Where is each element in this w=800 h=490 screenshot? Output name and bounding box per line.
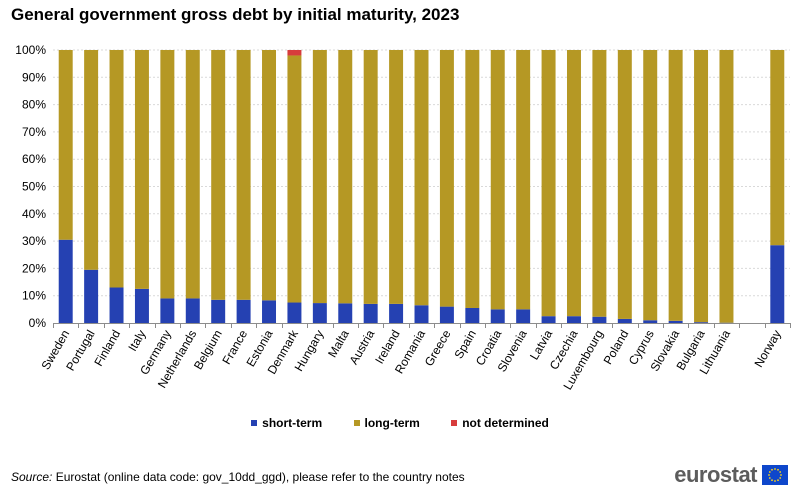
legend-swatch-long-term [353,420,360,426]
bar-short-term [566,316,581,323]
bar-short-term [668,320,683,323]
bar-long-term [770,50,785,246]
bar-long-term [262,50,277,301]
bar-short-term [312,303,327,323]
x-tick-label: Austria [346,327,377,367]
bar-chart: 0%10%20%30%40%50%60%70%80%90%100%SwedenP… [15,43,791,392]
source-note: Source: Eurostat (online data code: gov_… [11,470,465,484]
bar-not-determined [287,50,302,56]
y-tick-label: 100% [15,43,46,57]
bar-short-term [134,288,149,323]
bar-long-term [566,50,581,317]
bar-long-term [439,50,454,307]
x-tick-label: Malta [325,327,352,360]
y-tick-label: 90% [22,70,46,84]
bar-long-term [185,50,200,299]
legend-label-long-term: long-term [364,416,420,430]
bar-long-term [134,50,149,289]
bar-short-term [363,303,378,323]
x-tick-label: Italy [125,328,148,354]
eu-flag-icon [762,465,788,485]
bar-long-term [617,50,632,319]
bar-long-term [668,50,683,321]
bar-short-term [236,299,251,323]
bar-long-term [236,50,251,300]
legend-item-short-term: short-term [251,416,322,430]
logo-text: eurostat [674,462,757,487]
bar-short-term [389,303,404,323]
y-tick-label: 80% [22,98,46,112]
x-tick-label: Norway [751,328,783,370]
bar-long-term [109,50,124,288]
bar-long-term [160,50,175,299]
bar-long-term [719,50,734,323]
bar-short-term [516,309,531,323]
bar-long-term [414,50,429,306]
bar-long-term [363,50,378,304]
bar-short-term [160,298,175,323]
bar-short-term [592,316,607,323]
legend: short-term long-term not determined [0,416,800,430]
legend-item-not-determined: not determined [451,416,549,430]
legend-swatch-short-term [251,420,258,426]
bar-short-term [490,309,505,323]
bar-short-term [541,316,556,323]
bar-long-term [694,50,709,323]
y-tick-label: 20% [22,261,46,275]
bar-short-term [58,239,73,323]
bar-long-term [643,50,658,321]
chart-title: General government gross debt by initial… [11,5,460,24]
legend-swatch-not-determined [451,420,458,426]
bar-long-term [287,55,302,303]
y-tick-label: 30% [22,234,46,248]
bar-short-term [287,302,302,323]
x-tick-label: Greece [422,327,454,368]
y-tick-label: 40% [22,207,46,221]
y-tick-label: 0% [29,316,47,330]
bar-short-term [414,305,429,323]
y-tick-label: 50% [22,180,46,194]
bar-long-term [490,50,505,310]
y-tick-label: 10% [22,289,46,303]
y-tick-label: 70% [22,125,46,139]
bar-long-term [465,50,480,308]
bar-long-term [211,50,226,300]
legend-item-long-term: long-term [353,416,420,430]
bar-short-term [211,299,226,323]
bar-short-term [109,287,124,323]
bar-long-term [338,50,353,304]
legend-label-short-term: short-term [262,416,323,430]
bar-short-term [770,245,785,323]
bar-long-term [389,50,404,304]
source-label: Source: [11,470,53,484]
bar-short-term [643,320,658,323]
bar-short-term [617,318,632,323]
bar-short-term [439,306,454,323]
bar-short-term [262,300,277,323]
source-text: Eurostat (online data code: gov_10dd_ggd… [52,470,465,484]
bar-short-term [84,269,99,323]
bar-long-term [58,50,73,240]
bar-long-term [516,50,531,310]
bar-short-term [338,303,353,323]
bar-long-term [84,50,99,270]
eurostat-logo: eurostat [674,462,788,488]
bar-long-term [541,50,556,317]
y-tick-label: 60% [22,152,46,166]
bar-short-term [185,298,200,323]
bar-short-term [694,322,709,323]
legend-label-not-determined: not determined [462,416,549,430]
bar-long-term [592,50,607,317]
bar-long-term [312,50,327,304]
bar-short-term [465,307,480,323]
